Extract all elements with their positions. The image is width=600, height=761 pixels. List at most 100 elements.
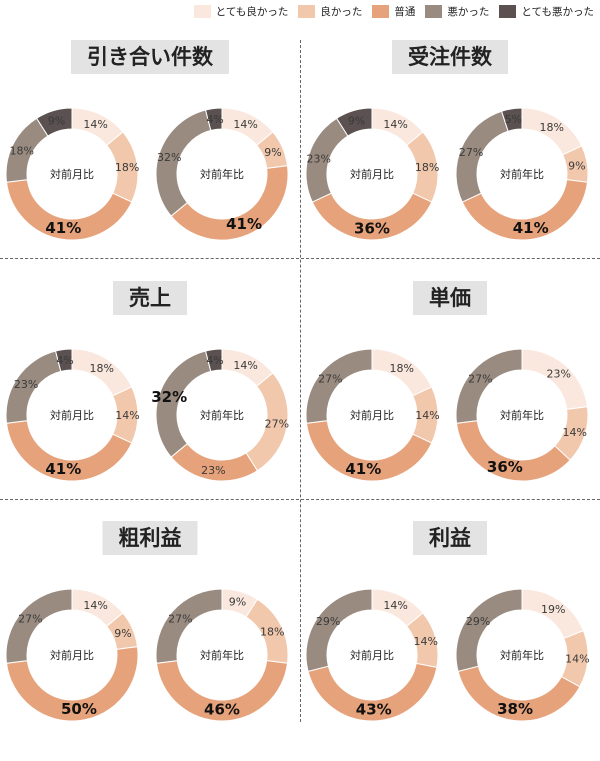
slice-label: 19%: [541, 603, 565, 616]
donut-chart: 14% 18% 36% 23% 9% 対前月比: [305, 107, 439, 241]
donut-slice: [500, 107, 523, 132]
slice-label: 23%: [306, 153, 330, 166]
slice-label: 27%: [459, 146, 483, 159]
slice-label: 18%: [115, 161, 139, 174]
donut-slice: [307, 662, 438, 722]
donut-slice: [5, 179, 133, 241]
donut-slice: [155, 660, 289, 722]
slice-label: 27%: [265, 418, 289, 431]
donut-chart: 9% 18% 46% 27% 対前年比: [155, 588, 289, 722]
slice-label: 9%: [348, 115, 365, 128]
slice-label: 4%: [206, 113, 223, 126]
donut-slice: [461, 179, 589, 241]
donut-chart: 18% 14% 41% 27% 対前月比: [305, 348, 440, 482]
legend-item-good: 良かった: [298, 4, 362, 19]
section-title: 受注件数: [392, 40, 508, 74]
chart-section: 売上 18% 14% 41% 23% 4% 対前月比 14% 27% 23% 32% 4% 対前年比: [0, 281, 300, 521]
slice-label: 18%: [90, 362, 114, 375]
slice-label: 36%: [354, 220, 390, 238]
slice-label: 18%: [540, 121, 564, 134]
donut-chart: 14% 9% 41% 32% 4% 対前年比: [155, 107, 289, 241]
donut-slice: [305, 588, 373, 673]
donut-slice: [54, 348, 73, 373]
slice-label: 14%: [563, 426, 587, 439]
donut-slice: [204, 348, 223, 373]
donut-chart: 23% 14% 36% 27% 対前年比: [455, 348, 589, 482]
section-title: 単価: [413, 281, 487, 315]
donut-slice: [455, 348, 523, 424]
slice-label: 38%: [497, 700, 533, 718]
donut-slice: [305, 348, 373, 424]
donut-center-label: 対前年比: [200, 408, 244, 422]
slice-label: 27%: [18, 612, 42, 625]
legend-label: 普通: [394, 5, 416, 18]
donut-chart: 14% 9% 50% 27% 対前月比: [5, 588, 139, 722]
slice-label: 18%: [415, 161, 439, 174]
legend-item-very-bad: とても悪かった: [499, 4, 594, 19]
slice-label: 14%: [83, 599, 107, 612]
donut-center-label: 対前月比: [50, 648, 94, 662]
donut-center-label: 対前月比: [350, 408, 394, 422]
donut-center-label: 対前年比: [200, 167, 244, 181]
slice-label: 14%: [414, 635, 438, 648]
legend-label: 良かった: [320, 5, 363, 18]
donut-chart: 14% 27% 23% 32% 4% 対前年比: [151, 348, 289, 482]
slice-label: 23%: [201, 464, 225, 477]
slice-label: 41%: [45, 219, 81, 237]
donut-slice: [170, 165, 289, 241]
legend-swatch: [372, 4, 390, 18]
slice-label: 18%: [260, 625, 284, 638]
donut-slice: [335, 107, 373, 137]
section-title: 売上: [113, 281, 187, 315]
legend-item-normal: 普通: [372, 4, 415, 19]
donut-center-label: 対前年比: [500, 167, 544, 181]
donut-slice: [305, 420, 433, 482]
donut-slice: [5, 646, 139, 722]
donut-chart: 18% 14% 41% 23% 4% 対前月比: [5, 348, 140, 482]
vertical-divider: [300, 40, 301, 722]
donut-center-label: 対前年比: [500, 648, 544, 662]
slice-label: 32%: [151, 388, 187, 406]
section-title: 利益: [413, 521, 487, 555]
slice-label: 36%: [487, 458, 523, 476]
donut-chart: 19% 14% 38% 29% 対前年比: [455, 588, 590, 722]
legend-swatch: [193, 4, 211, 18]
slice-label: 41%: [513, 219, 549, 237]
slice-label: 9%: [114, 627, 131, 640]
slice-label: 29%: [466, 615, 490, 628]
legend-item-very-good: とても良かった: [193, 4, 288, 19]
slice-label: 9%: [264, 146, 281, 159]
legend-item-bad: 悪かった: [425, 4, 489, 19]
donut-center-label: 対前年比: [500, 408, 544, 422]
donut-center-label: 対前月比: [50, 408, 94, 422]
slice-label: 14%: [233, 118, 257, 131]
chart-section: 単価 18% 14% 41% 27% 対前月比 23% 14% 36% 27% 対前年比: [300, 281, 600, 521]
donut-slice: [204, 107, 223, 132]
chart-section: 引き合い件数 14% 18% 41% 18% 9% 対前月比 14% 9% 41% 32% 4% 対前年…: [0, 40, 300, 280]
donut-chart: 14% 14% 43% 29% 対前月比: [305, 588, 439, 722]
donut-center-label: 対前年比: [200, 648, 244, 662]
legend: とても良かった 良かった 普通 悪かった とても悪かった: [184, 0, 594, 22]
donut-slice: [35, 107, 73, 137]
slice-label: 29%: [316, 615, 340, 628]
slice-label: 23%: [546, 367, 570, 380]
donut-chart: 18% 9% 41% 27% 5% 対前年比: [455, 107, 589, 241]
legend-swatch: [425, 4, 443, 18]
slice-label: 14%: [415, 409, 439, 422]
chart-section: 粗利益 14% 9% 50% 27% 対前月比 9% 18% 46% 27% 対前年比: [0, 521, 300, 761]
horizontal-divider: [0, 258, 600, 259]
slice-label: 18%: [10, 144, 34, 157]
donut-slice: [5, 588, 73, 664]
donut-slice: [155, 588, 223, 664]
slice-label: 18%: [390, 362, 414, 375]
legend-swatch: [499, 4, 517, 18]
slice-label: 5%: [505, 113, 522, 126]
slice-label: 27%: [318, 372, 342, 385]
chart-section: 受注件数 14% 18% 36% 23% 9% 対前月比 18% 9% 41% 27% 5% 対前年比: [300, 40, 600, 280]
donut-center-label: 対前月比: [50, 167, 94, 181]
slice-label: 14%: [565, 652, 589, 665]
slice-label: 14%: [233, 359, 257, 372]
slice-label: 9%: [229, 596, 246, 609]
donut-slice: [5, 420, 133, 482]
slice-label: 4%: [206, 354, 223, 367]
